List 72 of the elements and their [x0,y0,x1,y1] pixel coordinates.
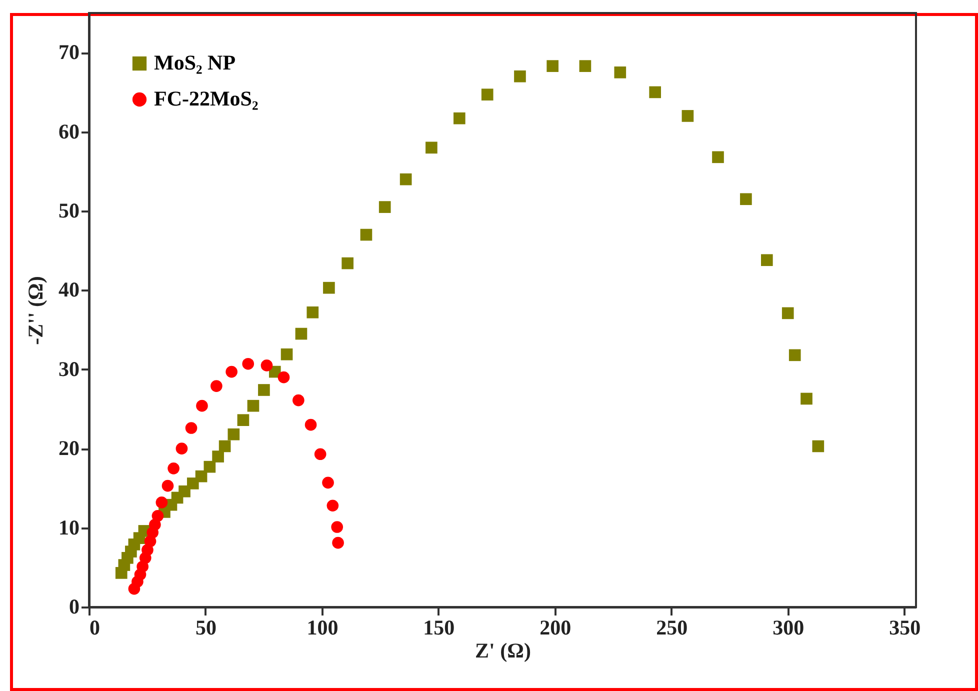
point [378,201,391,213]
point [304,418,317,431]
point [258,384,270,396]
point [226,366,238,378]
x-axis-title: Z' (Ω) [475,638,531,662]
y-tick-label: 0 [69,594,80,618]
x-tick-label: 0 [90,616,100,640]
point [481,88,494,100]
point [782,307,794,320]
point [228,428,240,440]
point [212,450,224,462]
point [280,348,293,360]
point [426,142,438,154]
point [360,228,372,241]
point [162,480,174,492]
point [331,521,344,533]
point [195,470,208,482]
point [323,282,335,294]
point [332,536,344,549]
point [579,60,592,72]
x-tick-label: 100 [306,616,338,640]
point [156,496,168,508]
x-tick-label: 300 [772,616,804,640]
point [295,328,308,340]
legend-label: FC-22MoS₂ [154,86,258,110]
point [237,414,250,426]
point [314,448,326,460]
point [210,380,222,392]
y-axis-title: -Z'' (Ω) [24,276,48,345]
point [760,254,773,266]
y-tick-label: 50 [58,198,80,222]
point [278,371,290,384]
x-tick-label: 50 [195,616,216,640]
point [342,257,354,270]
point [218,440,231,452]
point [400,173,412,186]
y-tick-label: 70 [58,40,80,64]
point [178,485,190,498]
point [204,460,216,473]
x-tick-label: 150 [423,616,455,640]
y-tick-label: 20 [58,436,80,460]
legend-label: MoS₂ NP [154,50,236,74]
point [306,306,319,318]
point [292,394,304,406]
x-tick-label: 350 [889,616,921,640]
point [800,392,812,405]
y-tick-label: 10 [58,515,80,540]
point [614,66,626,78]
point [185,422,198,434]
y-tick-label: 60 [58,119,80,144]
point [260,360,273,372]
point [326,500,339,512]
point [322,476,334,489]
point [812,440,824,452]
point [682,110,694,122]
x-tick-label: 200 [540,616,572,640]
x-tick-label: 250 [656,616,688,640]
y-tick-label: 40 [58,278,80,302]
y-tick-label: 30 [58,356,80,381]
point [740,193,752,206]
point [242,358,254,370]
point [152,510,164,522]
point [788,349,801,362]
point [546,60,558,72]
point [514,70,526,82]
point [649,86,662,98]
point [176,442,188,455]
point [453,112,466,124]
point [196,400,208,412]
point [712,151,724,164]
point [247,400,260,412]
point [168,462,180,474]
